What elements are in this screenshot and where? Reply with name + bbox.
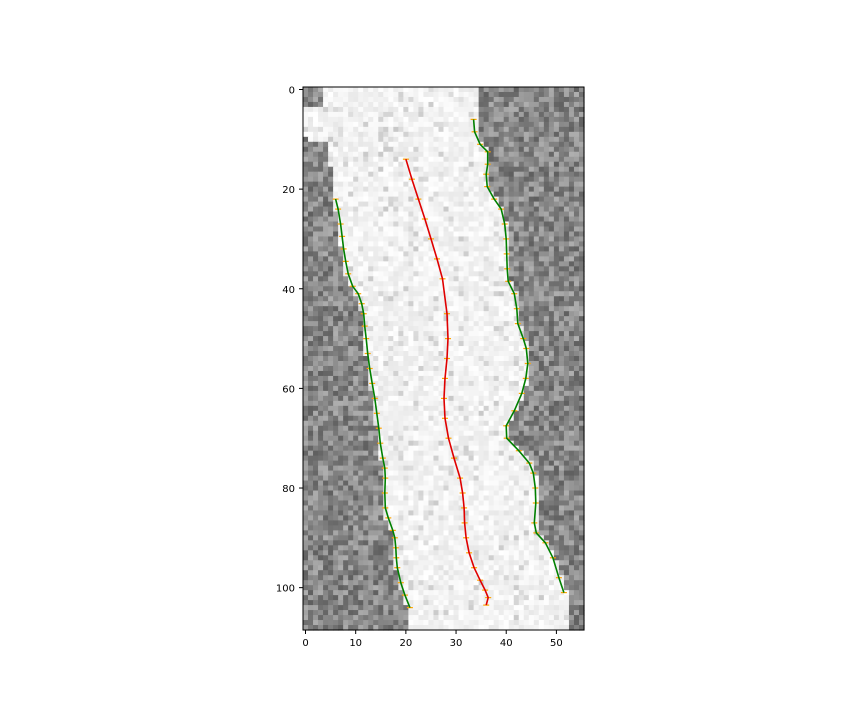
left-boundary-line	[334, 198, 411, 608]
overlay-curves	[332, 118, 567, 609]
centerline-series	[402, 158, 492, 606]
x-tick-label: 40	[500, 638, 513, 649]
x-axis: 0 10 20 30 40 50	[302, 630, 563, 649]
y-axis: 0 20 40 60 80 100	[276, 85, 303, 595]
y-tick-label: 0	[289, 85, 295, 96]
x-tick-label: 10	[349, 638, 362, 649]
y-tick-label: 60	[282, 384, 295, 395]
right-boundary-line	[472, 119, 565, 593]
grayscale-image	[303, 87, 585, 631]
x-tick-label: 20	[399, 638, 412, 649]
y-tick-label: 40	[282, 285, 295, 296]
right-boundary-series	[470, 118, 567, 594]
centerline-line	[405, 158, 489, 606]
y-tick-label: 20	[282, 185, 295, 196]
y-tick-label: 80	[282, 484, 295, 495]
axes-frame	[302, 86, 585, 631]
x-tick-label: 50	[550, 638, 563, 649]
x-tick-label: 30	[450, 638, 463, 649]
left-boundary-series	[332, 198, 413, 609]
y-tick-label: 100	[276, 584, 295, 595]
x-tick-label: 0	[302, 638, 308, 649]
